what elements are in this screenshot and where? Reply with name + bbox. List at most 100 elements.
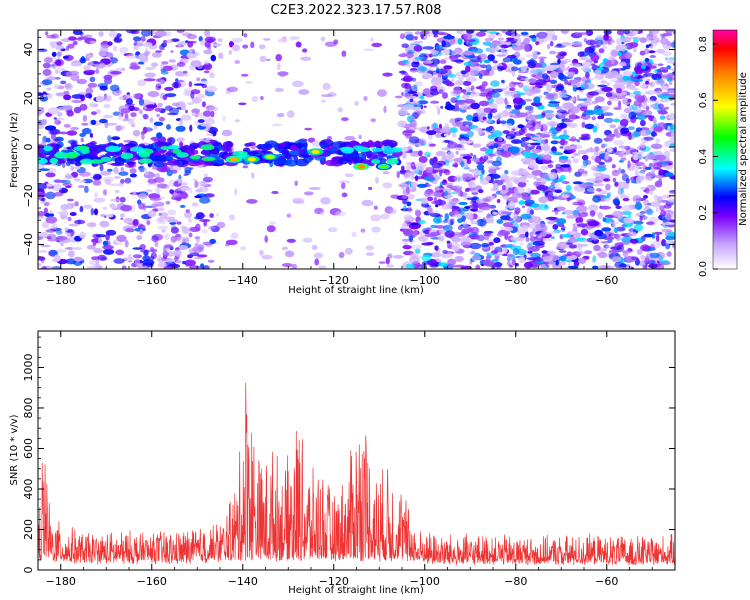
heatmap-cell (559, 266, 569, 269)
heatmap-cell (334, 211, 347, 217)
heatmap-cell (591, 116, 596, 121)
heatmap-cell (188, 81, 193, 88)
heatmap-cell (46, 76, 57, 81)
heatmap-cell (421, 73, 433, 79)
heatmap-cell (168, 59, 176, 63)
heatmap-cell (195, 212, 205, 220)
heatmap-cell (53, 254, 61, 262)
heatmap-cell (596, 182, 600, 186)
signal-band-cell (117, 143, 124, 147)
heatmap-cell (337, 107, 344, 113)
heatmap-cell (371, 42, 383, 48)
heatmap-cell (203, 70, 210, 74)
heatmap-cell (500, 47, 505, 54)
heatmap-cell (427, 196, 434, 202)
heatmap-cell (105, 51, 113, 58)
heatmap-cell (368, 186, 373, 191)
heatmap-cell (569, 62, 580, 67)
heatmap-cell (577, 51, 585, 57)
heatmap-cell (513, 93, 521, 99)
heatmap-cell (137, 79, 147, 87)
heatmap-cell (664, 106, 669, 110)
heatmap-cell (45, 216, 58, 224)
heatmap-cell (181, 191, 188, 200)
x-tick-label: −140 (228, 575, 258, 588)
heatmap-cell (585, 30, 594, 36)
heatmap-cell (129, 173, 137, 178)
heatmap-cell (165, 93, 177, 98)
heatmap-cell (464, 98, 475, 104)
heatmap-cell (423, 190, 432, 197)
heatmap-cell (563, 145, 574, 150)
heatmap-cell (141, 30, 152, 37)
heatmap-cell (90, 111, 97, 115)
heatmap-cell (199, 80, 209, 84)
heatmap-cell (610, 57, 615, 65)
heatmap-cell (445, 82, 455, 87)
heatmap-cell (322, 82, 331, 91)
heatmap-cell (64, 83, 71, 89)
signal-band-cell (352, 145, 364, 150)
heatmap-cell (426, 130, 437, 136)
heatmap-cell (660, 74, 672, 79)
heatmap-cell (38, 250, 48, 253)
y-tick-label: 0 (22, 567, 35, 574)
heatmap-cell (598, 48, 605, 54)
heatmap-cell (570, 239, 579, 243)
heatmap-cell (65, 258, 77, 265)
heatmap-cell (102, 206, 108, 210)
heatmap-cell (635, 176, 643, 184)
heatmap-cell (639, 215, 643, 221)
heatmap-cell (465, 165, 470, 169)
heatmap-cell (443, 219, 448, 223)
heatmap-cell (601, 106, 610, 110)
heatmap-cell (623, 30, 631, 35)
heatmap-cell (371, 226, 381, 233)
heatmap-cell (645, 175, 653, 182)
heatmap-cell (532, 240, 545, 246)
heatmap-cell (599, 205, 612, 210)
heatmap-cell (134, 40, 138, 46)
heatmap-cell (656, 196, 663, 203)
heatmap-cell (184, 259, 196, 267)
heatmap-cell (185, 109, 188, 114)
heatmap-cell (505, 113, 516, 116)
heatmap-cell (566, 215, 577, 219)
heatmap-cell (271, 123, 283, 127)
heatmap-cell (318, 265, 327, 269)
heatmap-cell (400, 33, 405, 40)
heatmap-cell (496, 219, 504, 224)
heatmap-cell (543, 110, 554, 114)
heatmap-cell (621, 205, 634, 212)
heatmap-cell (623, 217, 633, 224)
heatmap-cell (527, 61, 537, 69)
heatmap-cell (464, 206, 471, 209)
heatmap-cell (44, 125, 57, 131)
heatmap-cell (157, 225, 169, 230)
heatmap-cell (151, 235, 159, 243)
y-tick-label: 200 (22, 519, 35, 540)
heatmap-cell (503, 247, 508, 254)
y-tick-label: −40 (22, 233, 35, 256)
heatmap-cell (576, 251, 586, 255)
signal-band-cell (337, 158, 349, 165)
heatmap-cell (655, 100, 659, 104)
heatmap-cell (43, 57, 53, 64)
heatmap-cell (659, 67, 667, 71)
heatmap-cell (419, 95, 425, 100)
heatmap-cell (562, 102, 574, 110)
heatmap-cell (500, 173, 509, 181)
heatmap-cell (40, 244, 51, 248)
heatmap-cell (74, 201, 79, 207)
heatmap-cell (89, 133, 93, 138)
heatmap-cell (581, 102, 593, 106)
heatmap-cell (577, 149, 589, 155)
heatmap-cell (179, 204, 186, 208)
heatmap-cell (417, 110, 421, 117)
heatmap-cell (114, 176, 121, 179)
heatmap-cell (144, 72, 156, 78)
signal-band-cell (262, 143, 273, 148)
heatmap-cell (490, 174, 501, 180)
heatmap-cell (418, 66, 428, 72)
heatmap-cell (157, 261, 167, 269)
